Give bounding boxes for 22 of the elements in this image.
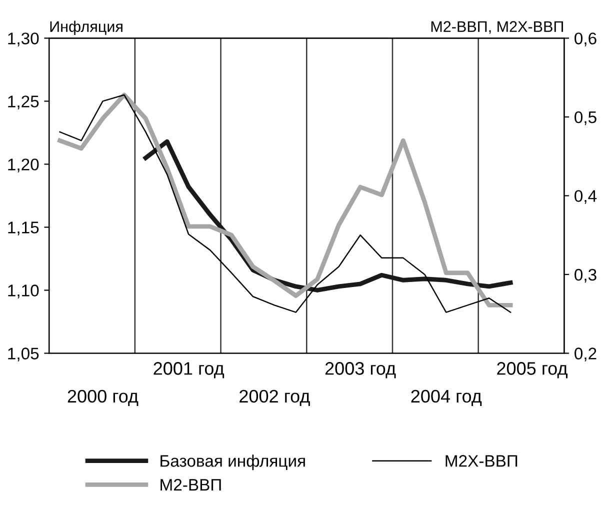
legend-label: М2-ВВП [160,478,221,491]
x-tick-label: 2005 год [497,362,568,378]
y2-tick-label: 0,6 [574,32,596,46]
y2-tick-label: 0,3 [574,268,596,283]
y2-tick-label: 0,4 [574,190,597,204]
y2-tick-label: 0,2 [574,348,596,362]
y-tick-label: 1,20 [8,158,39,172]
y2-axis-title: М2-ВВП, М2Х-ВВП [431,21,563,34]
x-tick-label: 2003 год [325,362,396,378]
y-tick-label: 1,30 [8,32,39,46]
legend-label: Базовая инфляция [160,454,305,470]
y-tick-label: 1,15 [8,222,39,236]
y-axis-title: Инфляция [50,20,122,36]
x-tick-label: 2001 год [154,362,224,378]
y-tick-label: 1,10 [8,284,39,298]
legend-label: М2Х-ВВП [446,455,518,467]
x-tick-label: 2000 год [68,390,138,406]
y-tick-label: 1,25 [8,96,39,110]
y2-tick-label: 0,5 [574,111,596,126]
y-tick-label: 1,05 [8,348,39,362]
x-tick-label: 2004 год [411,390,482,406]
x-tick-label: 2002 год [240,390,310,406]
